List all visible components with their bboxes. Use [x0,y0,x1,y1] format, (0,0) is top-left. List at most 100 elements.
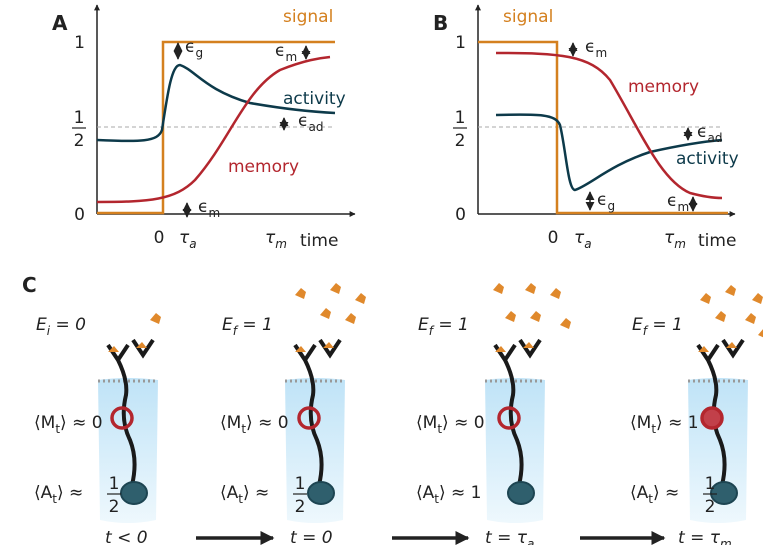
epsilon-m-part: ϵ [667,191,677,211]
time-label: t = 0 [290,528,333,545]
energy-label-part: E [222,315,233,335]
energy-label-part: = 1 [647,315,683,335]
epsilon-m-part: m [285,50,297,64]
energy-label-part: E [418,315,429,335]
memory-expectation: ⟨Mt⟩ ≈ 1 [630,413,699,436]
ligand [150,313,161,324]
activity-label: activity [283,89,346,109]
memory-expectation-part: ⟨M [416,413,437,433]
y-tick-label: 1 [455,33,466,53]
ligand [752,293,763,304]
memory-label: memory [228,157,299,177]
x-tick-label-part: m [674,237,686,251]
x-tick-label: 0 [154,228,165,248]
ligand [493,283,504,294]
epsilon-g-part: g [607,199,615,213]
cell [688,285,763,523]
panel-a-plot [97,5,355,214]
epsilon-m: ϵm [198,197,220,220]
activity-expectation-part: ⟨A [34,483,53,503]
time-label-part: t = τ [485,528,528,545]
activity-expectation-part: ⟩ ≈ [57,483,83,503]
time-label-part: m [720,537,732,545]
memory-expectation-part: ⟩ ≈ 0 [442,413,485,433]
activity-expectation-part: ⟩ ≈ [243,483,269,503]
memory-site [702,408,722,428]
epsilon-m-part: m [595,46,607,60]
epsilon-m-part: ϵ [585,37,595,57]
epsilon-g: ϵg [185,37,203,60]
energy-label-part: = 0 [50,315,86,335]
epsilon-ad-part: ϵ [697,122,707,142]
epsilon-ad-part: ad [707,131,722,145]
activity-expectation-part: ⟨A [416,483,435,503]
activity-frac-num: 1 [705,474,716,494]
x-tick-label-part: a [189,237,196,251]
time-label-part: t < 0 [105,528,148,545]
activity-expectation-part: ⟨A [630,483,649,503]
energy-label-part: E [36,315,47,335]
energy-label: Ef = 1 [418,315,469,338]
epsilon-m: ϵm [275,41,297,64]
ligand [525,283,536,294]
ligand [758,328,763,339]
memory-expectation: ⟨Mt⟩ ≈ 0 [34,413,103,436]
activity-expectation: ⟨At⟩ ≈ [630,483,679,506]
activity-frac-num: 1 [295,474,306,494]
y-tick-half-num: 1 [74,108,85,128]
time-label-part: t = τ [678,528,721,545]
memory-curve [496,53,722,198]
memory-expectation-part: ⟨M [34,413,55,433]
figure: A11200τaτmtimesignalactivitymemoryϵgϵmϵa… [0,0,763,545]
ligand [715,311,726,322]
cell [98,313,161,523]
activity-frac-num: 1 [109,474,120,494]
x-tick-label: τa [179,228,197,251]
ligand [560,318,571,329]
epsilon-m-part: ϵ [198,197,208,217]
energy-label: Ef = 1 [632,315,683,338]
epsilon-m-part: m [677,200,689,214]
energy-label: Ei = 0 [36,315,86,338]
activity-expectation-part: ⟩ ≈ [653,483,679,503]
time-label-part: a [527,537,534,545]
epsilon-g-part: g [195,46,203,60]
ligand [725,285,736,296]
x-tick-label-part: m [275,237,287,251]
time-label: t = τa [485,528,534,545]
memory-expectation-part: ⟨M [220,413,241,433]
x-tick-label-part: a [584,237,591,251]
ligand [745,313,756,324]
energy-label: Ef = 1 [222,315,273,338]
epsilon-ad: ϵad [298,111,323,134]
activity-expectation: ⟨At⟩ ≈ 1 [416,483,481,506]
ligand [505,311,516,322]
ligand [295,288,306,299]
y-tick-label: 1 [74,33,85,53]
activity-site [121,482,147,504]
activity-frac-den: 2 [109,497,120,517]
epsilon-m: ϵm [585,37,607,60]
panel-b-plot [478,5,735,214]
y-tick-half-den: 2 [455,131,466,151]
memory-curve [97,57,330,202]
epsilon-ad-part: ϵ [298,111,308,131]
epsilon-ad: ϵad [697,122,722,145]
memory-label: memory [628,77,699,97]
activity-site [508,482,534,504]
time-label: t = τm [678,528,732,545]
time-label: t < 0 [105,528,148,545]
cell [485,283,571,523]
y-tick-label: 0 [74,205,85,225]
panel-label: A [52,11,68,35]
panel-label: B [433,11,448,35]
activity-expectation-part: ⟨A [220,483,239,503]
x-axis-label: time [698,231,736,251]
activity-expectation: ⟨At⟩ ≈ [220,483,269,506]
x-axis-label: time [300,231,338,251]
ligand [345,313,356,324]
signal-label: signal [503,7,553,27]
x-tick-label: τm [664,228,686,251]
epsilon-m-part: ϵ [275,41,285,61]
ligand [530,311,541,322]
